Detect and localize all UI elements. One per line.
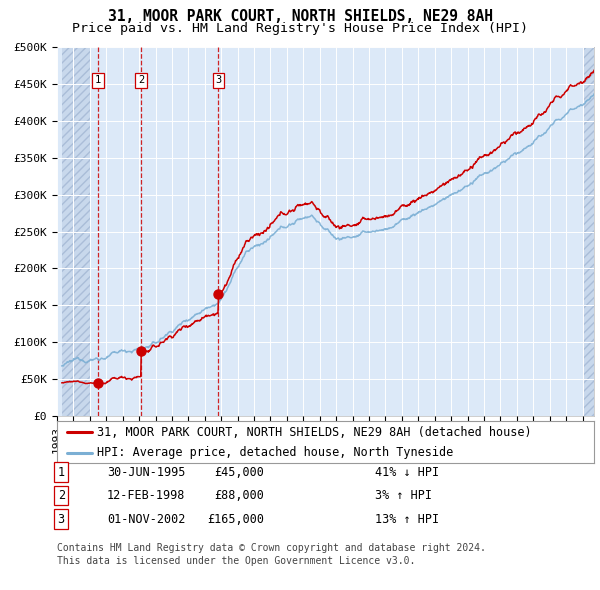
Text: 2: 2 xyxy=(138,76,144,86)
Text: 1: 1 xyxy=(95,76,101,86)
Text: 3: 3 xyxy=(58,513,65,526)
Text: 31, MOOR PARK COURT, NORTH SHIELDS, NE29 8AH: 31, MOOR PARK COURT, NORTH SHIELDS, NE29… xyxy=(107,9,493,24)
Text: 41% ↓ HPI: 41% ↓ HPI xyxy=(375,466,439,478)
Text: HPI: Average price, detached house, North Tyneside: HPI: Average price, detached house, Nort… xyxy=(97,446,454,459)
Text: 3: 3 xyxy=(215,76,221,86)
Text: 31, MOOR PARK COURT, NORTH SHIELDS, NE29 8AH (detached house): 31, MOOR PARK COURT, NORTH SHIELDS, NE29… xyxy=(97,425,532,438)
Text: 30-JUN-1995: 30-JUN-1995 xyxy=(107,466,185,478)
Text: 01-NOV-2002: 01-NOV-2002 xyxy=(107,513,185,526)
Text: 13% ↑ HPI: 13% ↑ HPI xyxy=(375,513,439,526)
Text: Contains HM Land Registry data © Crown copyright and database right 2024.: Contains HM Land Registry data © Crown c… xyxy=(57,543,486,553)
Text: £88,000: £88,000 xyxy=(214,489,264,502)
Text: £165,000: £165,000 xyxy=(207,513,264,526)
Text: 2: 2 xyxy=(58,489,65,502)
Text: Price paid vs. HM Land Registry's House Price Index (HPI): Price paid vs. HM Land Registry's House … xyxy=(72,22,528,35)
Text: 1: 1 xyxy=(58,466,65,478)
Bar xyxy=(62,47,90,416)
Text: 3% ↑ HPI: 3% ↑ HPI xyxy=(375,489,432,502)
Text: £45,000: £45,000 xyxy=(214,466,264,478)
Text: 12-FEB-1998: 12-FEB-1998 xyxy=(107,489,185,502)
Bar xyxy=(583,47,594,416)
Text: This data is licensed under the Open Government Licence v3.0.: This data is licensed under the Open Gov… xyxy=(57,556,415,566)
